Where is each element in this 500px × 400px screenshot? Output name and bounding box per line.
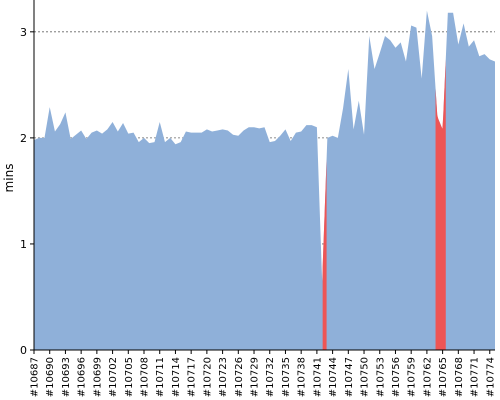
x-tick-label: #10726 — [234, 357, 245, 397]
series-area — [34, 10, 495, 351]
x-tick-label: #10723 — [218, 357, 229, 397]
x-axis-ticks: #10687 #10690 #10693 #10696 #10699 #10702 #107… — [30, 350, 496, 397]
x-tick-label: #10729 — [250, 357, 261, 397]
highlight-region — [435, 59, 446, 350]
x-tick-label: #10765 — [438, 357, 449, 397]
x-tick-label: #10699 — [92, 357, 103, 397]
x-tick-label: #10690 — [45, 357, 56, 397]
y-tick-label: 3 — [20, 26, 27, 39]
x-tick-label: #10774 — [485, 357, 496, 397]
x-tick-label: #10708 — [140, 357, 151, 397]
x-tick-label: #10696 — [77, 357, 88, 397]
x-tick-label: #10693 — [61, 357, 72, 397]
x-tick-label: #10735 — [281, 357, 292, 397]
x-tick-label: #10750 — [360, 357, 371, 397]
y-axis-label: mins — [2, 164, 16, 193]
x-tick-label: #10756 — [391, 357, 402, 397]
x-tick-label: #10768 — [454, 357, 465, 397]
y-tick-label: 2 — [20, 132, 27, 145]
x-tick-label: #10747 — [344, 357, 355, 397]
x-tick-label: #10687 — [30, 357, 41, 397]
x-tick-label: #10762 — [422, 357, 433, 397]
x-tick-label: #10741 — [312, 357, 323, 397]
x-tick-label: #10732 — [265, 357, 276, 397]
x-tick-label: #10771 — [470, 357, 481, 397]
x-tick-label: #10738 — [297, 357, 308, 397]
x-tick-label: #10753 — [375, 357, 386, 397]
y-tick-label: 0 — [20, 344, 27, 357]
x-tick-label: #10705 — [124, 357, 135, 397]
y-axis-ticks: 0 1 2 3 — [20, 26, 34, 357]
x-tick-label: #10711 — [155, 357, 166, 397]
y-tick-label: 1 — [20, 238, 27, 251]
x-tick-label: #10744 — [328, 357, 339, 397]
highlight-region — [322, 159, 327, 350]
x-tick-label: #10717 — [187, 357, 198, 397]
highlight-regions — [322, 59, 446, 350]
x-tick-label: #10720 — [202, 357, 213, 397]
x-tick-label: #10702 — [108, 357, 119, 397]
x-tick-label: #10759 — [407, 357, 418, 397]
x-tick-label: #10714 — [171, 357, 182, 397]
